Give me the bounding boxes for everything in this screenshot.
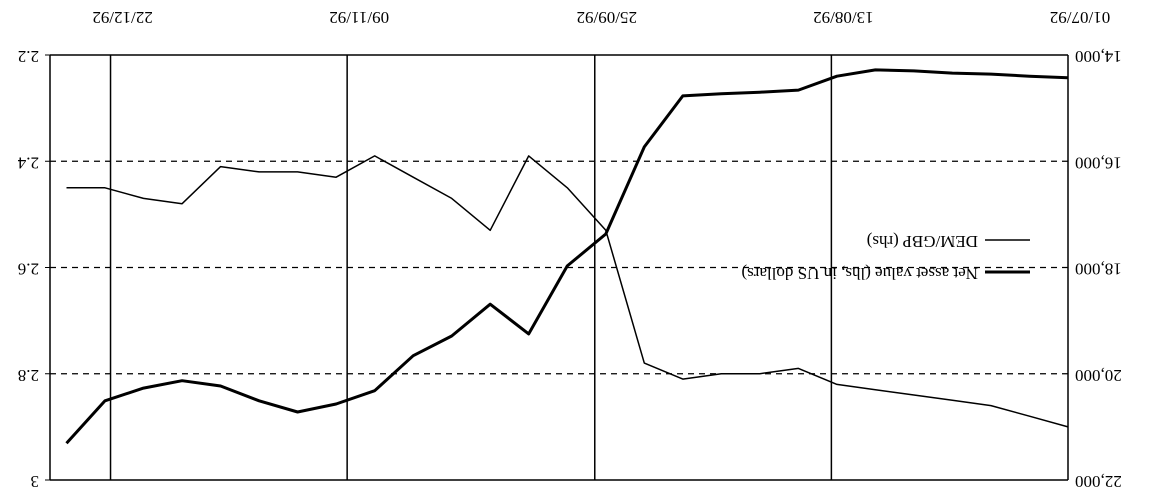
x-tick-label: 13/08/92 bbox=[813, 8, 873, 27]
y-tick-label: 18,000 bbox=[1075, 260, 1122, 279]
x-tick-label: 01/07/92 bbox=[1050, 8, 1110, 27]
series-line bbox=[66, 155, 1069, 428]
series-line bbox=[65, 68, 1069, 445]
y2-tick-label: 2.4 bbox=[17, 153, 39, 172]
y2-tick-label: 2.8 bbox=[18, 366, 39, 385]
y2-tick-label: 3 bbox=[31, 472, 40, 491]
x-tick-label: 25/09/92 bbox=[577, 8, 637, 27]
y2-tick-label: 2.2 bbox=[18, 47, 39, 66]
y-tick-label: 16,000 bbox=[1075, 153, 1122, 172]
x-tick-label: 22/12/92 bbox=[92, 8, 152, 27]
legend-label: Net asset value (lhs, in US dollars) bbox=[741, 264, 978, 283]
x-tick-label: 09/11/92 bbox=[329, 8, 389, 27]
y2-tick-label: 2.6 bbox=[18, 260, 39, 279]
y-tick-label: 22,000 bbox=[1075, 472, 1122, 491]
y-tick-label: 14,000 bbox=[1075, 47, 1122, 66]
y-tick-label: 20,000 bbox=[1075, 366, 1122, 385]
legend-label: DEM/GBP (rhs) bbox=[867, 232, 978, 251]
rotated-chart: 14,000 16,000 18,000 20,000 22,000 2.2 2.4 2.6 2… bbox=[17, 8, 1122, 491]
